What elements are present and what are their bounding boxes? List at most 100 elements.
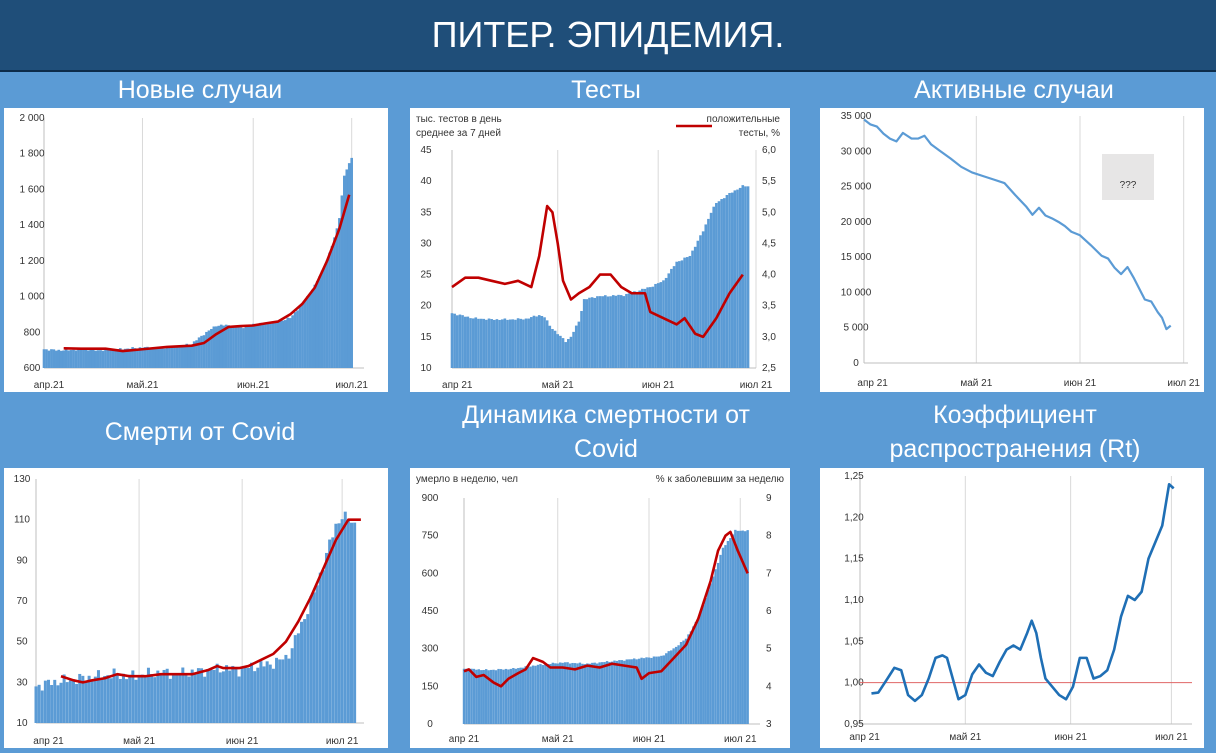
bar: [590, 297, 594, 368]
bar: [247, 324, 250, 368]
y-tick-label: 25 000: [841, 182, 872, 193]
bar: [707, 218, 710, 368]
bar: [106, 675, 110, 723]
bar: [77, 348, 80, 368]
bar: [202, 335, 206, 368]
x-tick-label: июл 21: [740, 380, 773, 391]
bar: [228, 670, 232, 723]
bar: [50, 349, 53, 368]
annotation-question-marks: ???: [1120, 180, 1137, 191]
bar: [563, 662, 567, 724]
bar: [541, 665, 545, 724]
page-title: ПИТЕР. ЭПИДЕМИЯ.: [431, 14, 785, 55]
bar: [685, 257, 689, 368]
bar: [175, 673, 179, 723]
bar: [691, 250, 694, 368]
x-tick-label: май.21: [126, 380, 158, 391]
bar: [232, 325, 235, 368]
bar: [741, 530, 744, 724]
bar: [733, 190, 737, 368]
bar: [278, 659, 282, 723]
bar: [495, 319, 499, 368]
bar: [670, 268, 673, 368]
bar: [259, 322, 262, 368]
bar: [466, 316, 470, 368]
bar: [146, 667, 150, 723]
bar: [46, 679, 50, 723]
bar: [162, 669, 166, 723]
bar: [736, 530, 739, 724]
bar: [312, 592, 316, 723]
y2-tick-label: 4: [766, 681, 772, 692]
bar: [722, 198, 726, 368]
bar: [207, 330, 211, 368]
bar: [101, 350, 105, 368]
bar: [293, 635, 297, 723]
bar: [67, 350, 70, 368]
x-tick-label: июл.21: [335, 380, 368, 391]
bar: [618, 660, 621, 724]
bar: [306, 296, 309, 368]
bar: [266, 322, 270, 368]
y-tick-label: 1,05: [844, 636, 864, 647]
y-tick-label: 35 000: [841, 111, 872, 122]
bar: [726, 540, 730, 724]
bar: [720, 199, 723, 368]
y-tick-label: 10 000: [841, 287, 872, 298]
bar: [143, 676, 147, 723]
bar: [128, 348, 132, 368]
y-tick-label: 25: [420, 270, 432, 281]
bar: [507, 669, 510, 724]
bar: [251, 323, 255, 368]
x-tick-label: июн 21: [1064, 378, 1097, 389]
bar: [215, 663, 219, 723]
bar: [203, 676, 207, 723]
bar: [343, 175, 346, 368]
series-line: [60, 518, 361, 684]
bar: [53, 679, 57, 723]
bar: [652, 656, 656, 724]
bar: [660, 655, 663, 724]
series-line: [871, 482, 1175, 703]
bar: [153, 347, 157, 368]
x-tick-label: май 21: [123, 736, 155, 747]
bar: [487, 318, 491, 368]
x-tick-label: апр 21: [442, 380, 473, 391]
bar: [731, 534, 735, 724]
bar: [625, 659, 628, 724]
bar: [517, 668, 520, 724]
bar: [617, 294, 620, 368]
chart-title-death-dynamics: Динамика смертности от Covid: [462, 401, 750, 463]
bar: [205, 331, 208, 368]
bar: [697, 618, 700, 724]
bar: [125, 679, 129, 723]
y-tick-label: 90: [16, 555, 28, 566]
bar: [337, 523, 341, 723]
bar: [474, 317, 478, 368]
bar: [716, 562, 720, 724]
bar: [100, 678, 104, 723]
bar: [227, 325, 230, 368]
bar: [719, 554, 722, 724]
bar: [559, 662, 562, 724]
bar: [146, 346, 149, 368]
bar: [134, 679, 138, 723]
bar: [734, 529, 737, 724]
bar: [603, 662, 606, 724]
bar: [657, 656, 661, 724]
bar: [728, 192, 731, 368]
bar: [57, 349, 61, 368]
bar: [244, 326, 248, 368]
bar: [225, 665, 229, 723]
bar: [519, 318, 523, 368]
bar: [469, 318, 472, 368]
y-tick-label: 30: [16, 677, 28, 688]
bar: [522, 667, 525, 724]
bar: [343, 511, 347, 723]
bar: [615, 660, 619, 724]
bar: [619, 295, 623, 368]
bar: [532, 315, 536, 368]
y-tick-label: 30 000: [841, 146, 872, 157]
bar: [87, 350, 90, 368]
series-line: [463, 530, 749, 688]
